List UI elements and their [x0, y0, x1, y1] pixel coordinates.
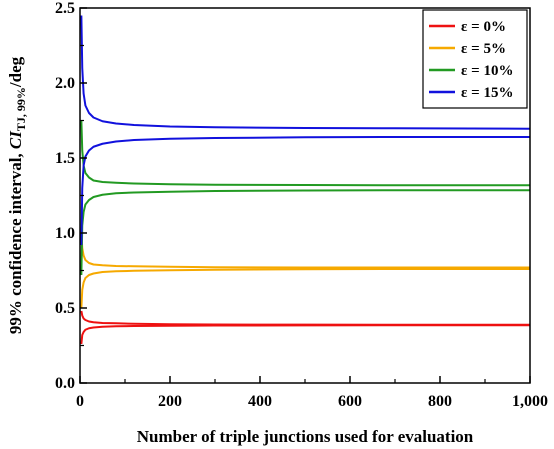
y-axis-title-unit: /deg — [6, 56, 25, 88]
x-tick-label: 0 — [76, 393, 84, 410]
y-tick-label: 1.5 — [55, 150, 75, 167]
y-tick-label: 1.0 — [55, 225, 75, 242]
y-tick-label: 2.0 — [55, 75, 75, 92]
y-tick-label: 2.5 — [55, 0, 75, 17]
series-3 — [80, 15, 531, 246]
y-tick-label: 0.5 — [55, 300, 75, 317]
y-axis-title-main: 99% confidence interval, — [6, 149, 25, 334]
series-0 — [80, 310, 530, 345]
legend-label-1: ε = 5% — [461, 41, 506, 57]
legend: ε = 0% ε = 5% ε = 10% ε = 15% — [422, 9, 528, 109]
legend-label-3: ε = 15% — [461, 85, 513, 101]
series-layer — [80, 15, 531, 345]
x-axis-title: Number of triple junctions used for eval… — [137, 427, 474, 446]
x-tick-label: 200 — [158, 393, 182, 410]
y-axis-title-subscript: TJ, 99% — [14, 87, 28, 131]
x-tick-label: 400 — [248, 393, 272, 410]
series-line-3-lower — [80, 136, 530, 246]
y-tick-label: 0.0 — [55, 375, 75, 392]
y-axis-title: 99% confidence interval, CITJ, 99%/deg — [6, 56, 28, 334]
series-line-2-upper — [80, 120, 530, 187]
y-axis-title-symbol: CI — [6, 130, 25, 149]
legend-label-0: ε = 0% — [461, 19, 506, 35]
series-line-0-upper — [80, 310, 530, 326]
series-2 — [80, 120, 530, 276]
series-1 — [80, 232, 530, 309]
x-tick-label: 1,000 — [512, 393, 548, 410]
series-line-0-lower — [80, 324, 530, 345]
x-tick-label: 800 — [428, 393, 452, 410]
ticks-layer: 0 200 400 600 800 1,000 0.0 0.5 1.0 1.5 2.0 2.5 — [55, 0, 548, 410]
legend-label-2: ε = 10% — [461, 63, 513, 79]
x-tick-label: 600 — [338, 393, 362, 410]
series-line-1-upper — [80, 232, 530, 269]
series-line-2-lower — [80, 189, 530, 276]
series-line-3-upper — [80, 15, 531, 130]
series-line-1-lower — [80, 268, 530, 309]
